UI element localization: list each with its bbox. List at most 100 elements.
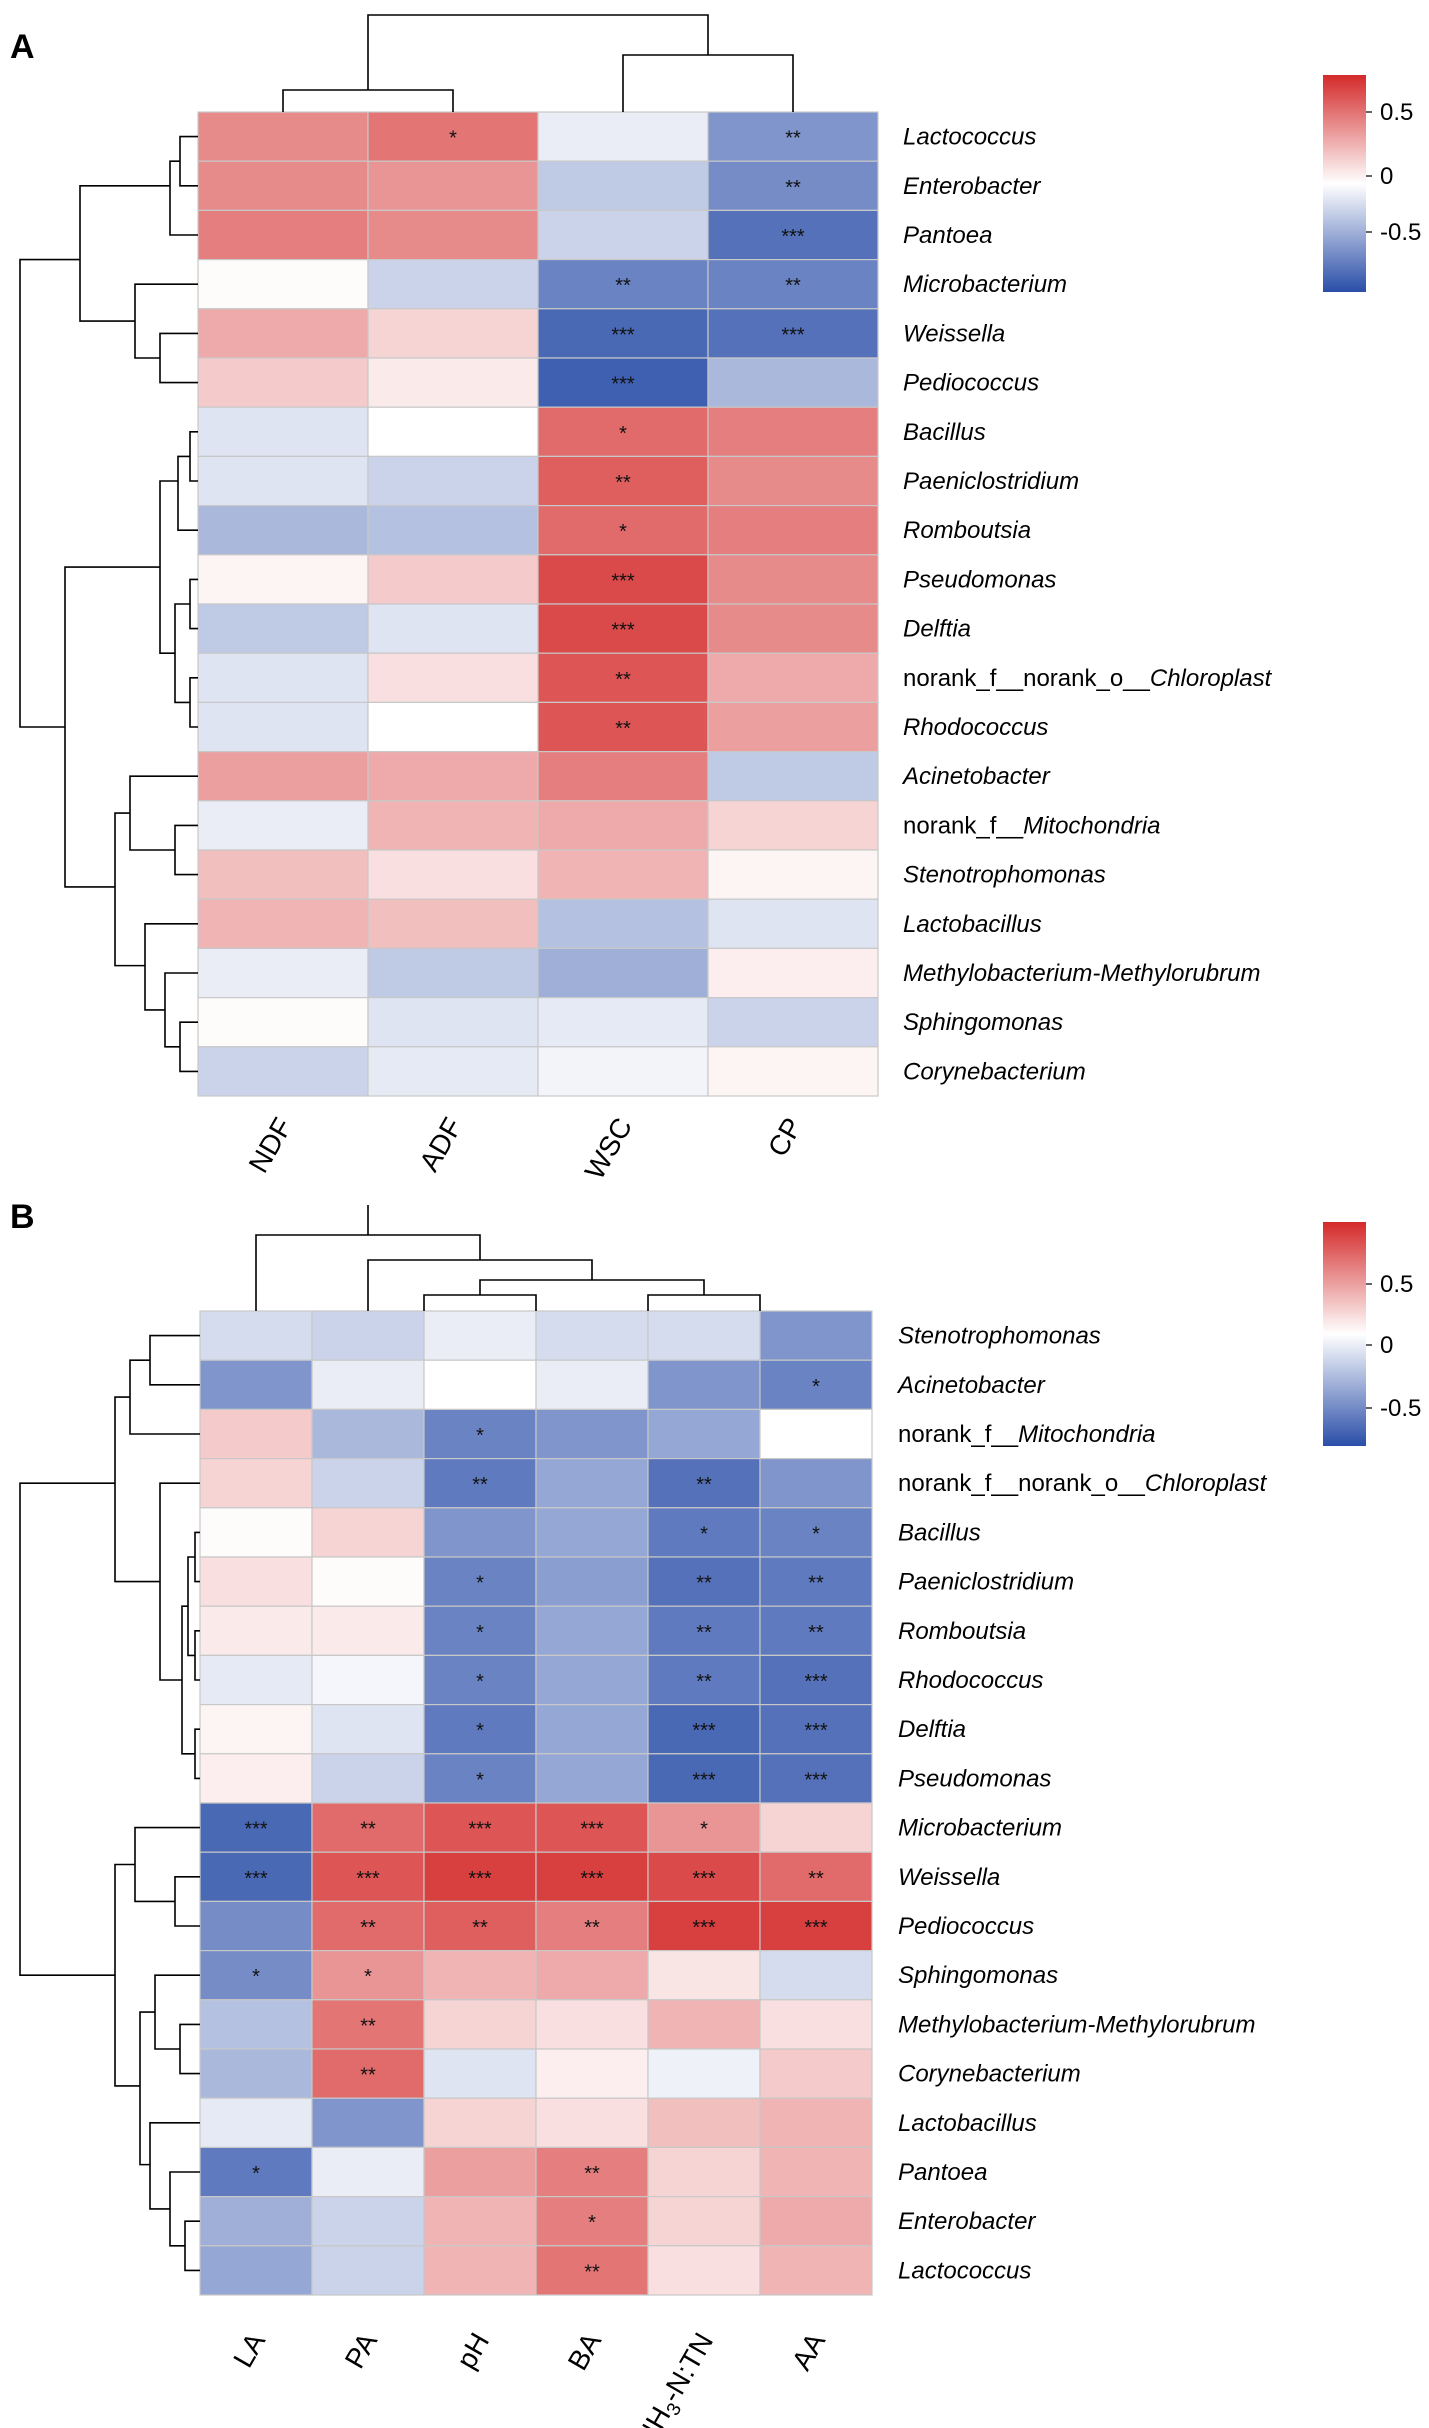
row-label: Paeniclostridium	[898, 1569, 1074, 1596]
row-label: Paeniclostridium	[903, 468, 1079, 495]
row-label: Lactobacillus	[898, 2110, 1037, 2137]
column-label: pH	[450, 2328, 495, 2375]
heatmap-cell	[535, 2097, 649, 2148]
row-label: Bacillus	[903, 419, 986, 446]
significance-marker: *	[252, 1966, 260, 1988]
significance-marker: **	[696, 1573, 712, 1595]
colorbar-tick-label: 0	[1380, 163, 1393, 190]
heatmap-cell	[197, 849, 369, 900]
row-label: Pantoea	[903, 222, 992, 249]
row-label: Stenotrophomonas	[898, 1323, 1101, 1350]
significance-marker: **	[785, 275, 801, 297]
heatmap-cell	[537, 996, 709, 1048]
heatmap-cell	[311, 1753, 425, 1804]
significance-marker: ***	[468, 1819, 492, 1841]
significance-marker: **	[360, 2015, 376, 2037]
heatmap-cell	[535, 1753, 649, 1804]
heatmap-cell	[707, 111, 879, 162]
significance-marker: **	[615, 718, 631, 740]
row-label: Stenotrophomonas	[903, 862, 1106, 889]
row-label: Lactococcus	[903, 124, 1036, 151]
significance-marker: *	[364, 1966, 372, 1988]
heatmap-cell	[197, 603, 369, 654]
heatmap-cell	[311, 1949, 425, 2001]
significance-marker: *	[476, 1720, 484, 1742]
heatmap-cell	[537, 1046, 709, 1097]
heatmap-cell	[197, 947, 369, 999]
significance-marker: ***	[781, 324, 805, 346]
row-label: Lactobacillus	[903, 911, 1042, 938]
column-label: BA	[562, 2327, 608, 2375]
significance-marker: **	[360, 1819, 376, 1841]
heatmap-cell	[199, 1556, 313, 1607]
heatmap-cell	[423, 1408, 537, 1460]
heatmap-cell	[647, 1507, 761, 1558]
heatmap-cell	[199, 2245, 313, 2296]
heatmap-cell	[535, 1408, 649, 1460]
significance-marker: ***	[244, 1868, 268, 1890]
heatmap-cell	[423, 1999, 537, 2050]
significance-marker: *	[619, 423, 627, 445]
heatmap-cell	[199, 1408, 313, 1460]
colorbar-tick-label: 0.5	[1380, 99, 1413, 126]
heatmap-cell	[197, 505, 369, 556]
heatmap-cell	[647, 1556, 761, 1607]
heatmap-cell	[537, 603, 709, 654]
heatmap-cell	[707, 701, 879, 753]
significance-marker: *	[619, 521, 627, 543]
heatmap-cell	[367, 308, 539, 359]
heatmap-cell	[197, 308, 369, 359]
heatmap-cell	[647, 1359, 761, 1410]
heatmap-cell	[759, 1851, 873, 1902]
heatmap-cell	[199, 1900, 313, 1952]
heatmap-cell	[707, 947, 879, 999]
heatmap-cell	[197, 209, 369, 261]
heatmap-cell	[647, 2245, 761, 2296]
heatmap-cell	[707, 554, 879, 605]
colorbar	[1323, 1222, 1366, 1446]
heatmap-cell	[423, 1900, 537, 1952]
row-label: Corynebacterium	[903, 1058, 1086, 1085]
heatmap-cell	[199, 1359, 313, 1410]
heatmap-cell	[535, 2146, 649, 2198]
panel-letter: B	[10, 1198, 35, 1236]
heatmap-cell	[759, 2097, 873, 2148]
significance-marker: ***	[692, 1917, 716, 1939]
heatmap-cell	[311, 1408, 425, 1460]
heatmap-cell	[423, 2196, 537, 2247]
significance-marker: **	[615, 472, 631, 494]
heatmap-cell	[311, 1851, 425, 1902]
heatmap-cell	[707, 603, 879, 654]
heatmap-cell	[423, 1654, 537, 1706]
heatmap-cell	[707, 160, 879, 211]
heatmap-cell	[423, 1310, 537, 1361]
heatmap-cell	[535, 1556, 649, 1607]
heatmap-cell	[311, 1605, 425, 1656]
heatmap-cell	[367, 898, 539, 950]
significance-marker: **	[615, 275, 631, 297]
heatmap-cell	[197, 160, 369, 211]
heatmap-cell	[535, 1457, 649, 1509]
significance-marker: ***	[611, 324, 635, 346]
heatmap-cell	[367, 1046, 539, 1097]
heatmap-cell	[647, 2097, 761, 2148]
significance-marker: **	[584, 2163, 600, 2185]
heatmap-cell	[199, 1654, 313, 1706]
heatmap-cell	[535, 2048, 649, 2099]
heatmap-cell	[197, 1046, 369, 1097]
heatmap-cell	[199, 2196, 313, 2247]
heatmap-cell	[535, 1949, 649, 2001]
heatmap-cell	[199, 1949, 313, 2001]
column-label: LA	[227, 2327, 271, 2372]
significance-marker: **	[472, 1474, 488, 1496]
row-label: Methylobacterium-Methylorubrum	[903, 960, 1260, 987]
heatmap-cell	[647, 1900, 761, 1952]
significance-marker: **	[472, 1917, 488, 1939]
row-label: Delftia	[898, 1716, 966, 1743]
heatmap-cell	[423, 1753, 537, 1804]
significance-marker: **	[785, 128, 801, 150]
heatmap-cell	[197, 750, 369, 802]
heatmap-cell	[759, 2245, 873, 2296]
heatmap-cell	[367, 111, 539, 162]
